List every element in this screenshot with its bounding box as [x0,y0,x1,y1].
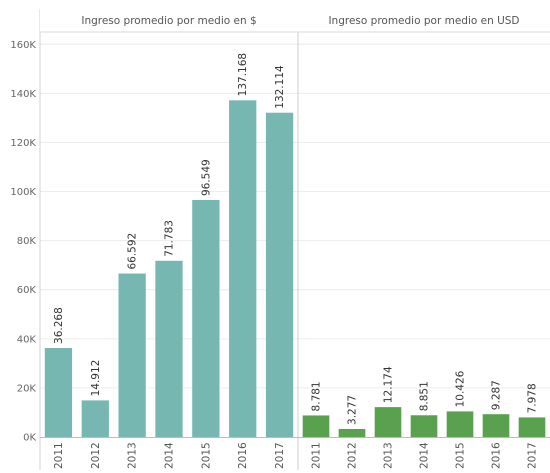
data-label-2015: 96.549 [200,159,212,196]
chart-panel-2: Ingreso promedio por medio en USD 8.781 20… [302,15,546,469]
bar-2014 [410,415,438,437]
bar-2016 [482,414,510,437]
x-tick-label-2015: 2015 [200,442,212,469]
data-label-2014: 8.851 [419,381,431,411]
x-tick-label-2013: 2013 [383,442,395,469]
y-tick-label: 0K [23,433,36,444]
y-tick-label: 60K [17,285,37,296]
bar-2013 [118,273,146,437]
x-tick-label-2015: 2015 [455,442,467,469]
data-label-2016: 137.168 [237,53,249,96]
x-tick-label-2017: 2017 [527,442,539,469]
grid-layer [40,43,550,389]
data-label-2015: 10.426 [455,370,467,407]
bar-2011 [44,347,73,437]
x-tick-label-2016: 2016 [491,442,503,469]
bar-2015 [446,411,474,437]
x-tick-label-2011: 2011 [53,442,65,469]
data-label-2013: 66.592 [127,233,139,270]
data-label-2014: 71.783 [164,220,176,257]
y-tick-label: 120K [10,138,36,149]
data-label-2011: 36.268 [53,307,65,344]
bar-2015 [192,200,220,437]
y-tick-label: 100K [10,187,36,198]
panel-layer: Ingreso promedio por medio en $ 36.268 201… [40,9,550,469]
bar-2014 [155,260,183,437]
panel-title: Ingreso promedio por medio en $ [81,15,256,27]
bar-2012 [81,400,109,437]
panel-title: Ingreso promedio por medio en USD [328,15,519,27]
bar-2017 [265,112,294,437]
data-label-2011: 8.781 [311,381,323,411]
x-tick-label-2013: 2013 [127,442,139,469]
data-label-2017: 132.114 [274,65,286,109]
data-label-2012: 14.912 [90,360,102,397]
x-tick-label-2012: 2012 [90,442,102,469]
bar-2016 [229,100,257,437]
data-label-2017: 7.978 [527,383,539,413]
bar-2012 [338,428,366,437]
y-tick-label: 160K [10,40,36,51]
y-tick-label: 40K [17,334,37,345]
data-label-2016: 9.287 [491,380,503,410]
bar-2011 [302,415,330,437]
data-label-2012: 3.277 [347,395,359,425]
x-tick-label-2012: 2012 [347,442,359,469]
x-tick-label-2014: 2014 [419,442,431,469]
bar-2013 [374,407,402,437]
bar-2017 [518,417,546,437]
x-tick-label-2011: 2011 [311,442,323,469]
x-tick-label-2014: 2014 [164,442,176,469]
y-tick-label: 80K [17,236,37,247]
y-tick-label: 20K [17,383,37,394]
chart-panel-1: Ingreso promedio por medio en $ 36.268 201… [44,15,294,469]
header-strip [40,9,550,32]
data-label-2013: 12.174 [383,366,395,403]
y-tick-label: 140K [10,89,36,100]
axis-layer: 0K 20K 40K 60K 80K 100K 120K 140K 160K [10,9,550,470]
x-tick-label-2017: 2017 [274,442,286,469]
x-tick-label-2016: 2016 [237,442,249,469]
